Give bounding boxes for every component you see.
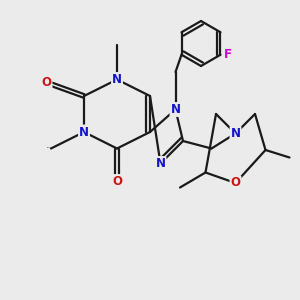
Text: O: O [41,76,52,89]
Text: N: N [155,157,166,170]
Text: O: O [112,175,122,188]
Text: F: F [224,48,232,61]
Text: N: N [230,127,241,140]
Text: N: N [112,73,122,86]
Text: N: N [79,125,89,139]
Text: N: N [170,103,181,116]
Text: methyl: methyl [46,147,51,148]
Text: O: O [230,176,241,190]
